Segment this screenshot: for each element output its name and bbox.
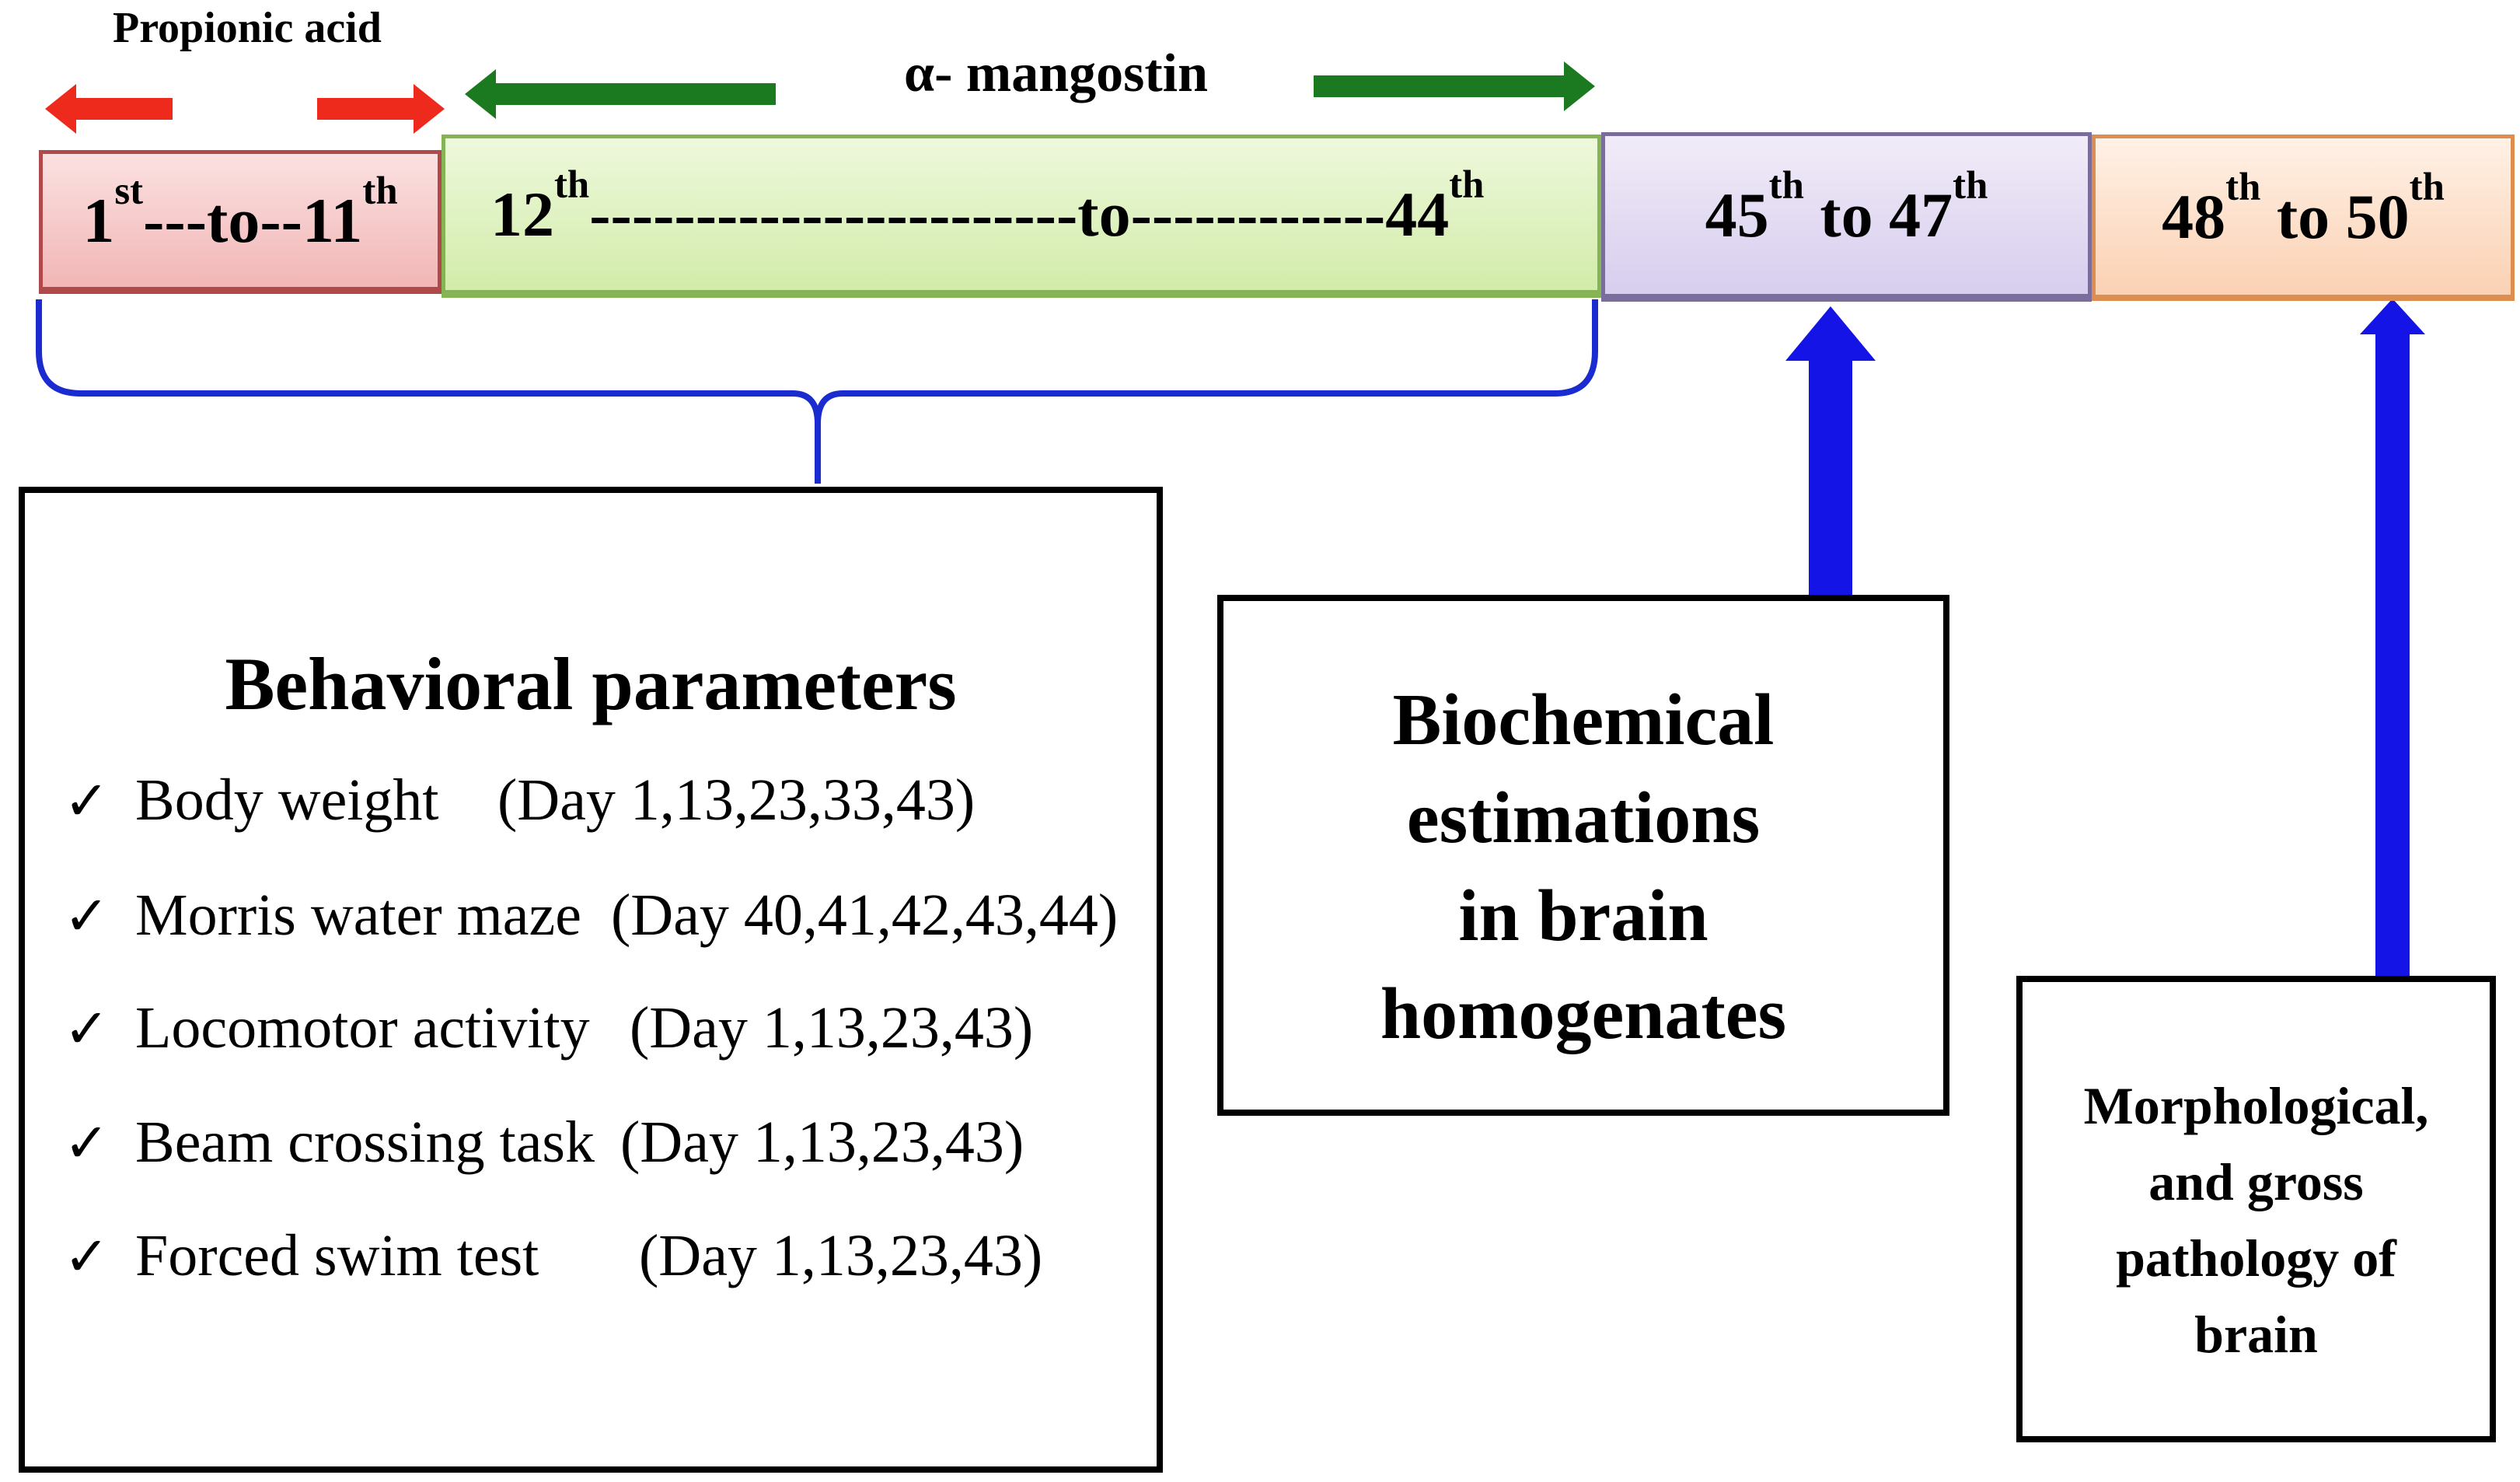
blue-arrow-shaft-morphological <box>2375 333 2410 978</box>
seg1-start: 1 <box>82 184 115 256</box>
seg2-mid: -----------------------to------------ <box>589 178 1386 250</box>
biochemical-box: Biochemical estimations in brain homogen… <box>1217 595 1949 1116</box>
seg3-mid: to <box>1803 179 1890 250</box>
propionic-acid-label: Propionic acid <box>113 4 382 52</box>
seg1-end: 11 <box>302 184 363 256</box>
behavioral-item-days: (Day 1,13,23,43) <box>620 1110 1024 1175</box>
behavioral-item: ✓ Morris water maze (Day 40,41,42,43,44) <box>64 882 1118 949</box>
behavioral-item: ✓ Locomotor activity (Day 1,13,23,43) <box>64 994 1033 1062</box>
behavioral-item-name: Body weight <box>135 767 439 833</box>
blue-arrow-shaft-biochemical <box>1809 359 1852 597</box>
biochemical-line: estimations <box>1406 778 1761 858</box>
behavioral-item: ✓ Body weight (Day 1,13,23,33,43) <box>64 767 975 834</box>
behavioral-item: ✓ Beam crossing task (Day 1,13,23,43) <box>64 1109 1024 1176</box>
blue-arrow-head-biochemical <box>1785 306 1876 361</box>
seg4-end: 50 <box>2345 180 2410 252</box>
alpha-mangostin-label: α- mangostin <box>904 44 1209 103</box>
biochemical-line: homogenates <box>1380 973 1787 1054</box>
check-icon: ✓ <box>64 1228 110 1288</box>
check-icon: ✓ <box>64 887 110 947</box>
check-icon: ✓ <box>64 772 110 832</box>
morphological-box: Morphological, and gross pathology of br… <box>2016 976 2496 1442</box>
behavioral-item: ✓ Forced swim test (Day 1,13,23,43) <box>64 1222 1042 1290</box>
red-left-arrow <box>45 84 173 134</box>
behavioral-item-name: Forced swim test <box>135 1223 539 1288</box>
blue-arrow-head-morphological <box>2360 299 2425 334</box>
behavioral-item-name: Morris water maze <box>135 883 581 948</box>
behavioral-parameters-box: Behavioral parameters ✓ Body weight (Day … <box>19 487 1163 1473</box>
seg2-end: 44 <box>1385 178 1450 250</box>
check-icon: ✓ <box>64 1114 110 1174</box>
biochemical-line: in brain <box>1458 876 1709 956</box>
seg1-mid: ---to-- <box>143 184 302 256</box>
check-icon: ✓ <box>64 1000 110 1060</box>
behavioral-item-days: (Day 40,41,42,43,44) <box>611 883 1119 948</box>
morphological-line: brain <box>2194 1305 2318 1364</box>
behavioral-title: Behavioral parameters <box>225 642 957 725</box>
seg3-end: 47 <box>1889 179 1953 250</box>
morphological-line: Morphological, <box>2083 1076 2429 1135</box>
behavioral-item-days: (Day 1,13,23,43) <box>630 995 1034 1061</box>
seg3-start: 45 <box>1705 179 1769 250</box>
behavioral-item-name: Beam crossing task <box>135 1110 595 1175</box>
behavioral-item-days: (Day 1,13,23,43) <box>639 1223 1043 1288</box>
seg4-start: 48 <box>2162 180 2226 252</box>
behavioral-item-name: Locomotor activity <box>135 995 590 1061</box>
biochemical-line: Biochemical <box>1392 680 1775 760</box>
red-right-arrow <box>317 84 445 134</box>
green-right-arrow <box>1314 61 1595 111</box>
morphological-line: pathology of <box>2116 1229 2396 1288</box>
seg2-start: 12 <box>490 178 554 250</box>
behavioral-item-days: (Day 1,13,23,33,43) <box>497 767 976 833</box>
morphological-line: and gross <box>2148 1152 2364 1211</box>
seg4-mid: to <box>2260 180 2346 252</box>
green-left-arrow <box>465 69 776 119</box>
bracket <box>36 299 1598 484</box>
